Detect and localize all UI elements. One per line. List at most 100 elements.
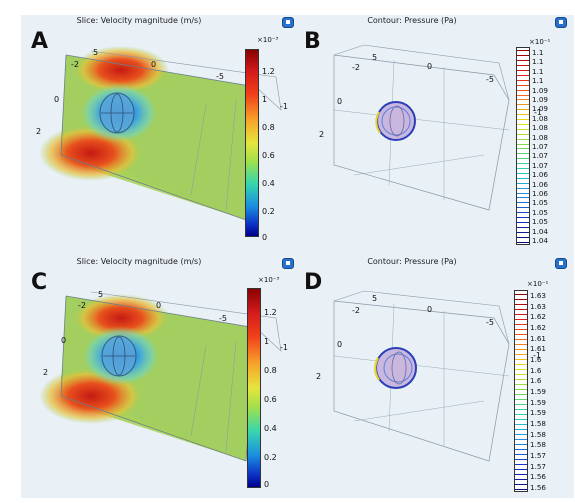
contour-level-line: [517, 70, 529, 71]
axis-number: 2: [316, 372, 322, 381]
colorbar-tick: 1.06: [532, 179, 549, 189]
contour-level-line: [517, 188, 529, 189]
view-icon[interactable]: [282, 258, 294, 269]
colorbar-tick: 1.08: [532, 113, 549, 123]
velocity-slice-plot: [39, 46, 282, 221]
contour-level-line: [515, 409, 527, 410]
colorbar-exponent: ×10⁻³: [258, 276, 280, 284]
contour-level-line: [517, 148, 529, 149]
colorbar-tick: 1.08: [532, 132, 549, 142]
contour-level-line: [517, 109, 529, 110]
colorbar-tick: 0.8: [262, 123, 275, 132]
panel-label: C: [31, 270, 48, 295]
contour-level-line: [515, 364, 527, 365]
contour-level-line: [517, 202, 529, 203]
axis-number: 5: [93, 48, 99, 57]
contour-level-line: [515, 319, 527, 320]
panel-label: B: [304, 29, 321, 54]
axis-number: 0: [427, 62, 433, 71]
colorbar-exponent: ×10⁻¹: [529, 38, 551, 46]
contour-level-line: [515, 299, 527, 300]
contour-level-line: [517, 207, 529, 208]
axis-number: 5: [98, 290, 104, 299]
contour-level-line: [515, 354, 527, 355]
colorbar-tick: 1.63: [530, 301, 547, 311]
contour-level-line: [515, 304, 527, 305]
colorbar-tick: 1.05: [532, 217, 549, 227]
colorbar-tick: 0.8: [264, 366, 277, 375]
contour-level-line: [515, 424, 527, 425]
axis-number: 0: [427, 305, 433, 314]
axis-number: -1: [534, 108, 542, 117]
contour-level-line: [515, 439, 527, 440]
contour-level-line: [517, 95, 529, 96]
contour-level-line: [515, 454, 527, 455]
panel-d: Contour: Pressure (Pa) D 5 -2 0 -5 0 2 -…: [294, 256, 574, 498]
colorbar-tick: 1.56: [530, 483, 547, 492]
colorbar-tick: 1.1: [532, 57, 544, 67]
contour-level-line: [517, 144, 529, 145]
view-icon[interactable]: [282, 17, 294, 28]
panel-label: A: [31, 29, 49, 54]
colorbar-tick: 1.1: [532, 76, 544, 86]
axis-number: 0: [151, 60, 157, 69]
contour-level-line: [517, 104, 529, 105]
axis-number: -2: [78, 301, 86, 310]
contour-level-line: [517, 90, 529, 91]
contour-level-line: [517, 119, 529, 120]
contour-level-line: [517, 183, 529, 184]
colorbar-tick: 1.05: [532, 198, 549, 208]
view-icon[interactable]: [555, 17, 567, 28]
contour-level-line: [517, 50, 529, 51]
colorbar-tick: 0.4: [264, 424, 277, 433]
colorbar-tick: 1.63: [530, 291, 547, 300]
contour-level-line: [515, 359, 527, 360]
contour-level-line: [515, 459, 527, 460]
contour-level-line: [515, 469, 527, 470]
axis-number: -5: [219, 314, 227, 323]
contour-level-line: [515, 399, 527, 400]
pressure-contour-plot: [333, 44, 510, 211]
view-icon[interactable]: [555, 258, 567, 269]
colorbar-tick: 1.2: [262, 67, 275, 76]
contour-level-line: [517, 134, 529, 135]
contour-level-line: [515, 484, 527, 485]
contour-level-line: [515, 389, 527, 390]
colorbar-tick: 0.4: [262, 179, 275, 188]
contour-level-line: [517, 163, 529, 164]
colorbar-tick: 1.59: [530, 397, 547, 407]
axis-number: 0: [337, 97, 343, 106]
contour-level-line: [515, 464, 527, 465]
contour-level-line: [517, 75, 529, 76]
colorbar-tick: 1: [262, 95, 268, 104]
colorbar-tick: 1.61: [530, 333, 547, 343]
contour-level-line: [517, 222, 529, 223]
contour-level-line: [517, 124, 529, 125]
colorbar-tick: 0: [262, 233, 268, 242]
contour-level-line: [517, 197, 529, 198]
axis-number: -2: [352, 63, 360, 72]
axis-number: -1: [280, 102, 288, 111]
contour-level-line: [517, 99, 529, 100]
colorbar-tick: 1.09: [532, 95, 549, 104]
colorbar-tick: 1.08: [532, 123, 549, 133]
colorbar-tick: 1.56: [530, 472, 547, 482]
contour-level-line: [515, 419, 527, 420]
colorbar-tick: 1.05: [532, 207, 549, 217]
velocity-colorbar: [247, 288, 261, 488]
colorbar-exponent: ×10⁻¹: [527, 280, 549, 288]
contour-level-line: [515, 309, 527, 310]
contour-level-line: [515, 374, 527, 375]
contour-level-line: [517, 193, 529, 194]
colorbar-tick: 1.07: [532, 151, 549, 161]
contour-level-line: [515, 344, 527, 345]
axis-number: 0: [61, 336, 67, 345]
contour-level-line: [515, 329, 527, 330]
contour-level-line: [515, 334, 527, 335]
contour-level-line: [515, 429, 527, 430]
colorbar-tick: 1.58: [530, 440, 547, 450]
plot-title: Slice: Velocity magnitude (m/s): [76, 257, 202, 266]
colorbar-tick: 1.6: [530, 376, 542, 386]
contour-level-line: [517, 80, 529, 81]
colorbar-tick: 0.2: [262, 207, 275, 216]
